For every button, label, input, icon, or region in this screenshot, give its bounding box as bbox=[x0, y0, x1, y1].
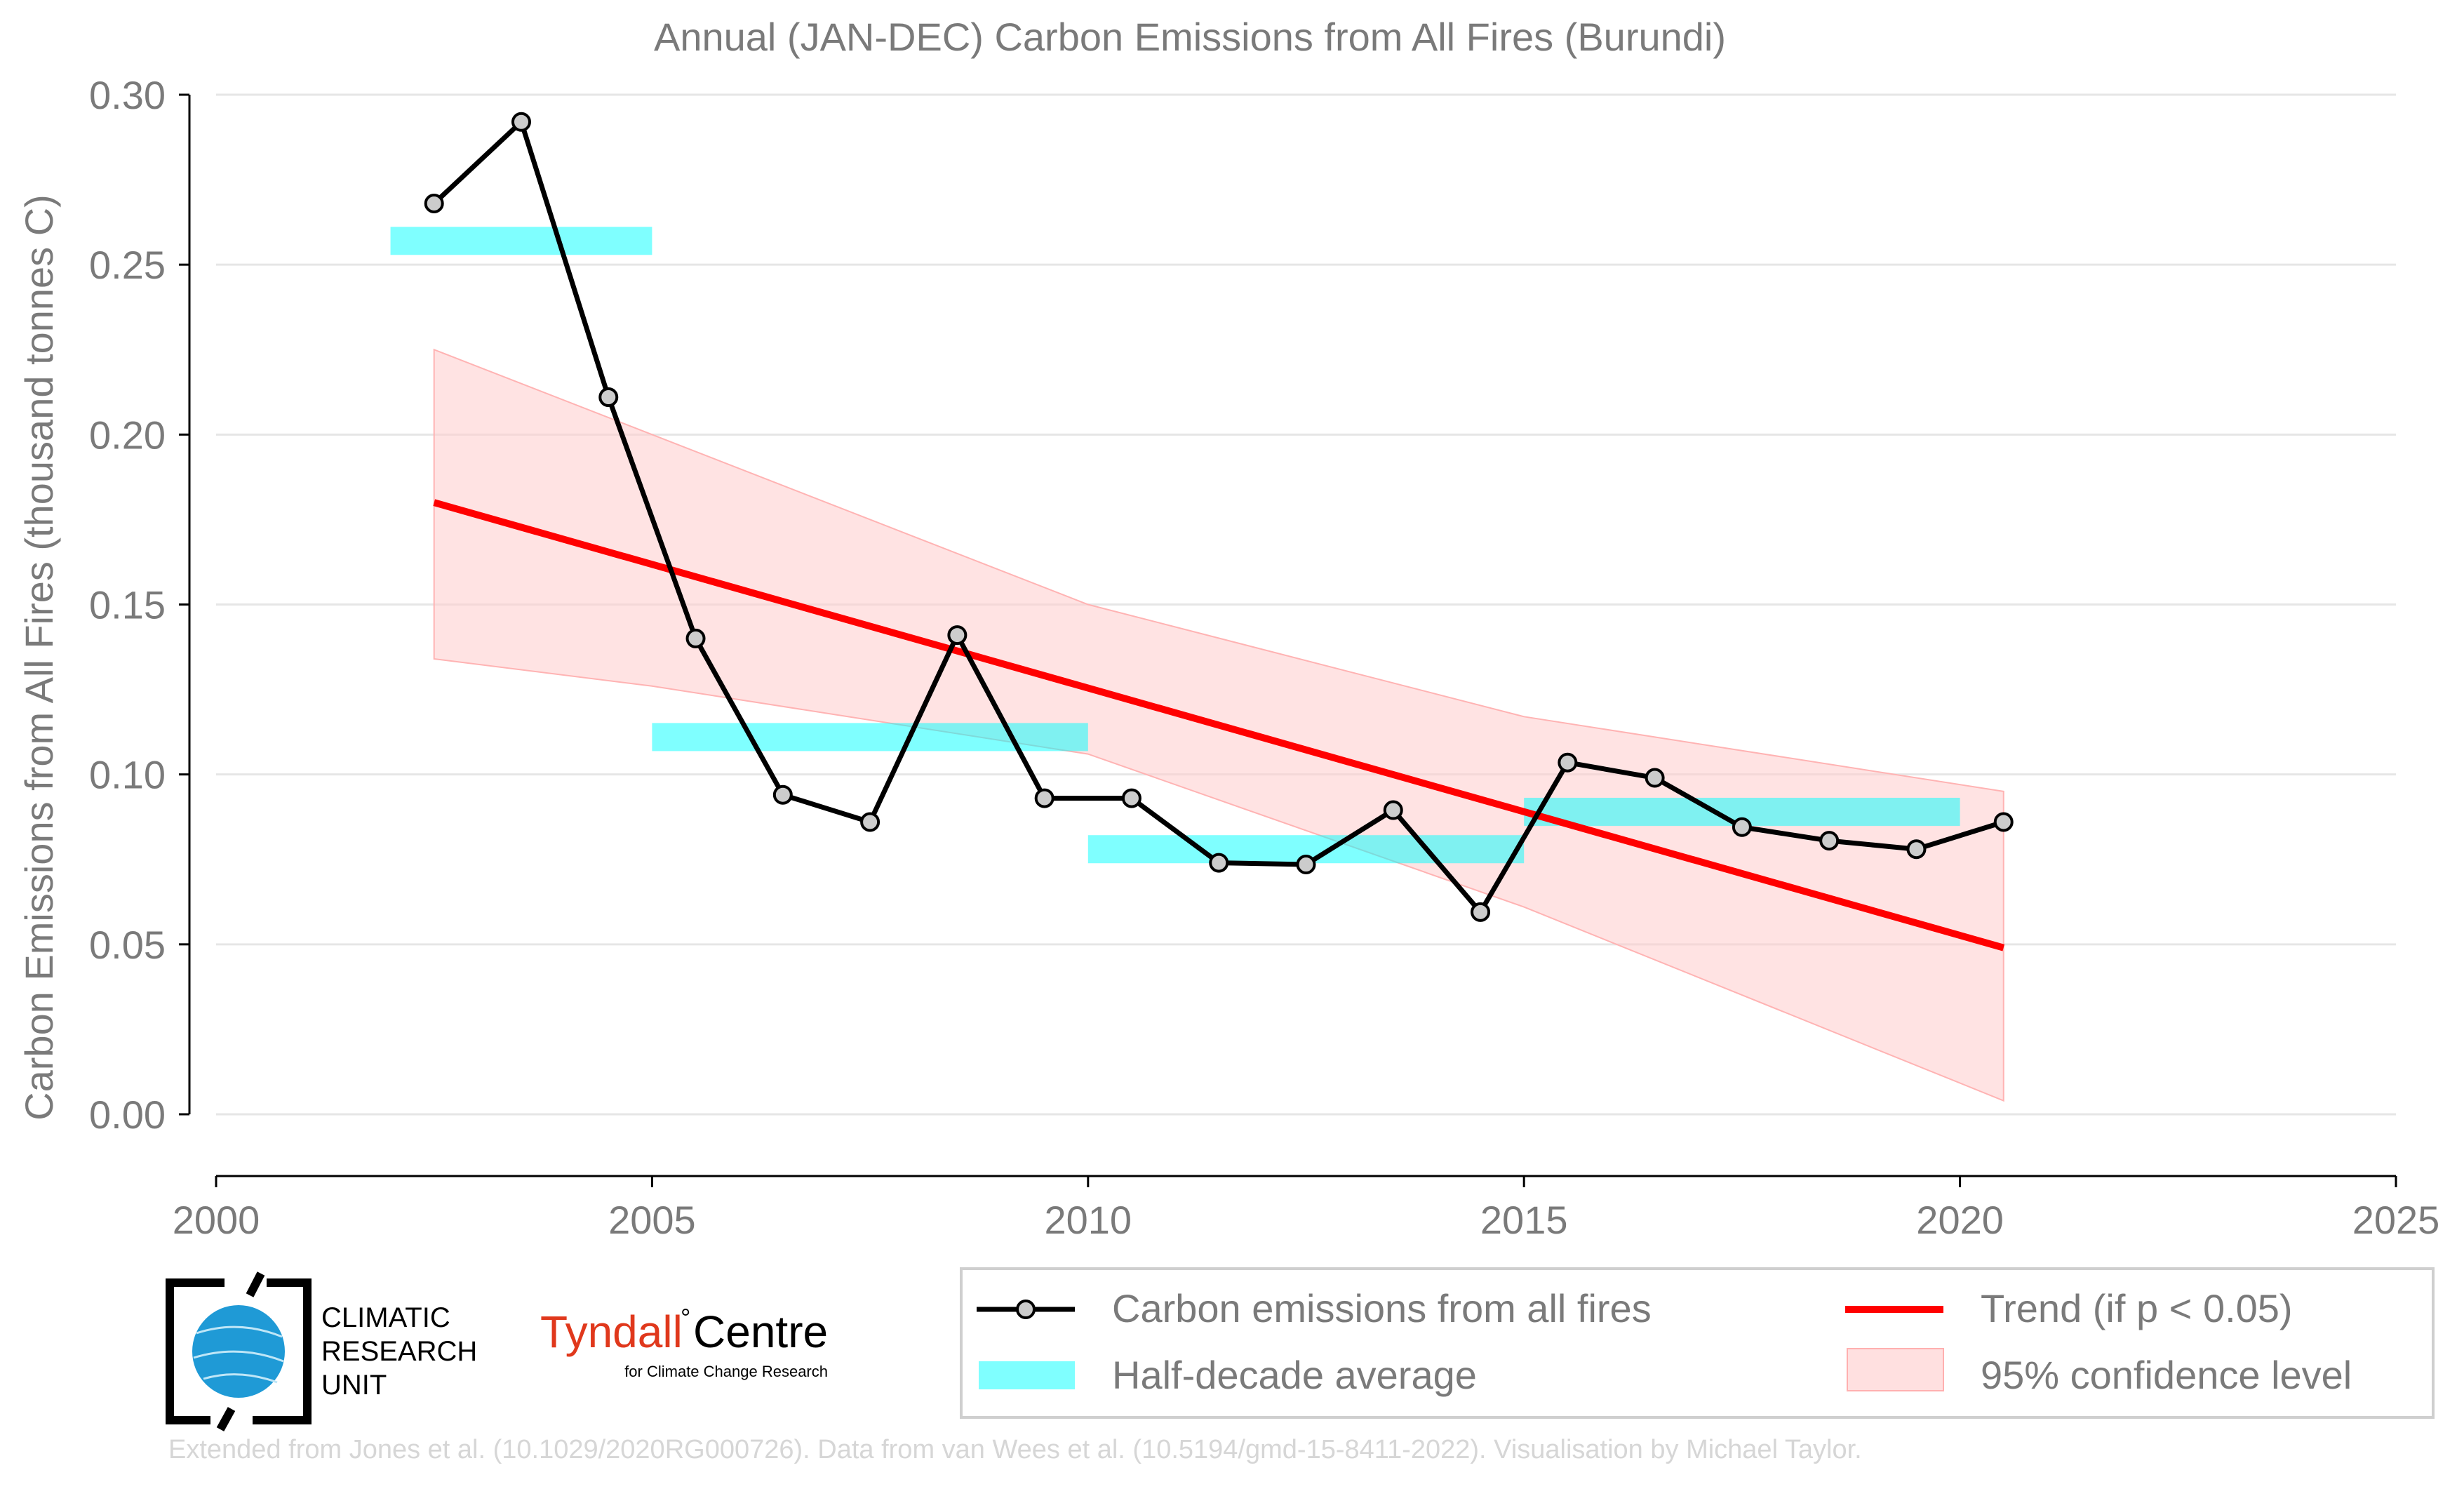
data-point bbox=[685, 628, 706, 648]
data-point bbox=[947, 625, 967, 646]
data-point bbox=[772, 784, 793, 805]
x-tick-label: 2015 bbox=[1480, 1198, 1568, 1242]
data-point bbox=[1034, 788, 1054, 808]
credit-line: Extended from Jones et al. (10.1029/2020… bbox=[168, 1435, 1862, 1464]
cru-logo-slash-top bbox=[246, 1271, 265, 1297]
cru-logo-text-3: UNIT bbox=[321, 1370, 387, 1401]
series-layer bbox=[424, 112, 2014, 922]
data-point bbox=[1819, 831, 1840, 851]
x-tick-label: 2005 bbox=[608, 1198, 696, 1242]
half-decade-layer bbox=[390, 227, 1960, 864]
tyndall-logo-subtitle: for Climate Change Research bbox=[624, 1363, 828, 1380]
cru-logo-text-2: RESEARCH bbox=[321, 1336, 477, 1367]
y-tick-label: 0.15 bbox=[89, 583, 166, 627]
y-tick-labels: 0.00 0.05 0.10 0.15 0.20 0.25 0.30 bbox=[89, 73, 166, 1137]
legend-label-trend: Trend (if p < 0.05) bbox=[1981, 1286, 2293, 1330]
data-point bbox=[424, 193, 444, 213]
tyndall-logo-name: Tyndall bbox=[540, 1307, 683, 1357]
cru-logo-text-1: CLIMATIC bbox=[321, 1302, 450, 1333]
legend: Carbon emissions from all fires Half-dec… bbox=[960, 1267, 2435, 1419]
data-point bbox=[1296, 855, 1316, 875]
data-point bbox=[1471, 902, 1491, 922]
cru-logo-slash-bottom bbox=[216, 1407, 236, 1431]
legend-label-confidence: 95% confidence level bbox=[1981, 1353, 2352, 1397]
y-tick-label: 0.30 bbox=[89, 73, 166, 117]
legend-label-half-decade: Half-decade average bbox=[1112, 1353, 1477, 1397]
tyndall-logo-degree: ° bbox=[681, 1303, 690, 1332]
legend-swatch-series-marker bbox=[1016, 1300, 1036, 1319]
x-tick-labels: 2000 2005 2010 2015 2020 2025 bbox=[173, 1198, 2440, 1242]
x-tick-label: 2020 bbox=[1916, 1198, 2004, 1242]
data-point bbox=[1383, 800, 1403, 820]
half-decade-bar bbox=[390, 227, 652, 255]
x-tick-label: 2000 bbox=[173, 1198, 260, 1242]
cru-logo: CLIMATIC RESEARCH UNIT bbox=[166, 1271, 477, 1431]
globe-icon-lines bbox=[193, 1325, 284, 1384]
data-point bbox=[598, 387, 619, 408]
x-tick-label: 2025 bbox=[2352, 1198, 2440, 1242]
half-decade-bar bbox=[652, 723, 1088, 752]
chart-title: Annual (JAN-DEC) Carbon Emissions from A… bbox=[654, 15, 1726, 59]
legend-label-series: Carbon emissions from all fires bbox=[1112, 1286, 1652, 1330]
legend-swatch-half-decade bbox=[979, 1361, 1075, 1389]
y-tick-label: 0.05 bbox=[89, 923, 166, 967]
data-point bbox=[1209, 853, 1229, 873]
trend-layer bbox=[433, 499, 2005, 951]
data-point bbox=[1558, 752, 1578, 773]
y-tick-label: 0.00 bbox=[89, 1093, 166, 1137]
data-point bbox=[511, 112, 531, 132]
legend-box bbox=[960, 1267, 2435, 1419]
data-point bbox=[1645, 768, 1665, 788]
tyndall-logo-centre: Centre bbox=[693, 1307, 828, 1357]
data-point bbox=[1732, 817, 1752, 837]
data-point bbox=[1121, 788, 1141, 808]
y-tick-label: 0.25 bbox=[89, 243, 166, 287]
axes bbox=[179, 93, 2397, 1187]
data-point bbox=[860, 812, 881, 832]
data-point bbox=[1993, 812, 2014, 832]
y-tick-label: 0.10 bbox=[89, 753, 166, 797]
y-axis-label: Carbon Emissions from All Fires (thousan… bbox=[17, 194, 61, 1121]
tyndall-logo: Tyndall ° Centre for Climate Change Rese… bbox=[540, 1303, 828, 1380]
legend-swatch-confidence bbox=[1847, 1348, 1944, 1391]
y-tick-label: 0.20 bbox=[89, 413, 166, 457]
x-tick-label: 2010 bbox=[1045, 1198, 1132, 1242]
trend-line bbox=[433, 499, 2005, 951]
data-point bbox=[1906, 839, 1927, 860]
